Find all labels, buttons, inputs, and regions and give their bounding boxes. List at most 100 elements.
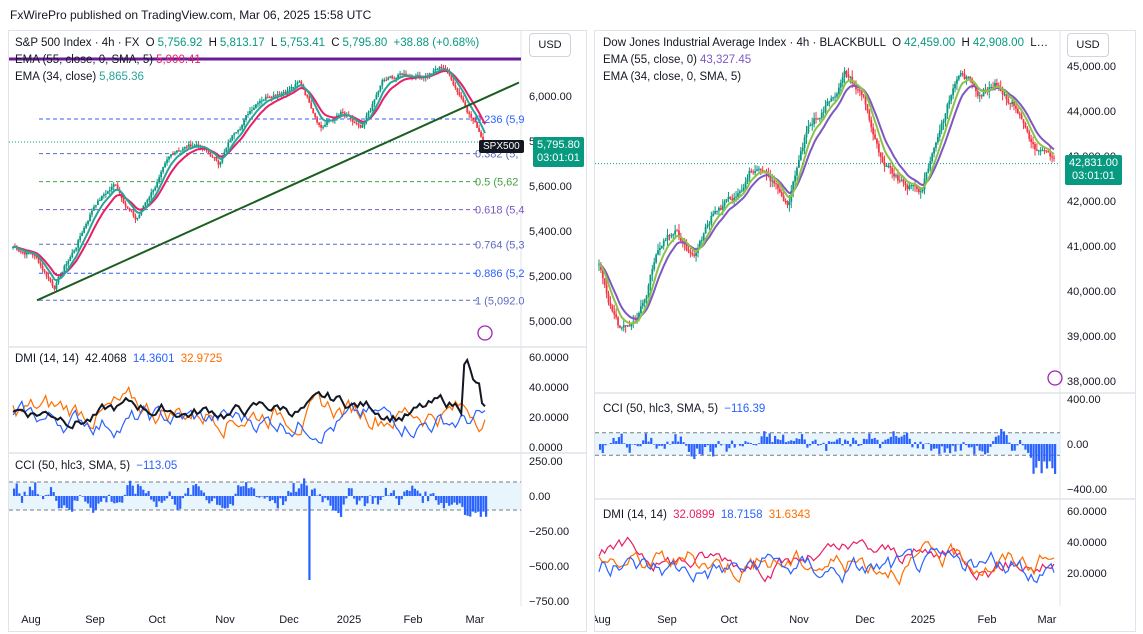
spx-cci-bar [413, 488, 417, 496]
dji-cci-bar [752, 444, 755, 445]
dji-candle [975, 86, 977, 92]
dji-cci-bar [1032, 444, 1035, 474]
dji-cci-bar [911, 444, 914, 448]
dji-cci-bar [962, 442, 965, 444]
dji-currency-button[interactable]: USD [1067, 33, 1109, 57]
dji-price-tick: 42,000.00 [1067, 196, 1116, 208]
dji-candle [919, 191, 922, 193]
spx-cci-bar [255, 496, 258, 498]
dji-candle [1024, 123, 1027, 128]
spx-dmi-adx-line [12, 357, 486, 430]
spx-cci-bar [165, 496, 169, 499]
spx-candle [144, 202, 147, 206]
spx-cci-bar [397, 496, 401, 506]
spx-candle [93, 206, 95, 211]
spx-cci-bar [266, 496, 269, 498]
spx-close: 5,795.80 [342, 37, 388, 49]
dji-cci-bar [992, 441, 995, 444]
spx-cci-bar [445, 496, 448, 504]
dji-cci-bar [903, 434, 906, 444]
dji-price-tick: 38,000.00 [1067, 376, 1116, 388]
spx-cci-bar [450, 496, 453, 505]
spx-legend-main: S&P 500 Index · 4h · FX O 5,756.92 H 5,813… [15, 37, 480, 49]
dji-cci-bar [663, 444, 666, 449]
dji-cci-bar [1045, 444, 1049, 469]
dji-candle [896, 175, 899, 181]
spx-candle [322, 126, 324, 128]
dji-candle [917, 188, 920, 193]
spx-cci-bar [366, 496, 369, 504]
dji-candle [836, 93, 838, 97]
spx-cci-bar [226, 496, 229, 508]
dji-cci-bar [704, 444, 707, 448]
dji-cci-bar [1005, 435, 1008, 444]
dji-candle [609, 302, 612, 306]
dji-cci-bar [784, 442, 787, 444]
dji-cci-bar [900, 436, 903, 444]
dji-candle [876, 138, 878, 144]
dji-candle [881, 156, 884, 163]
dji-chart-svg[interactable]: 45,000.0044,000.0043,000.0042,000.0041,0… [595, 31, 1135, 631]
dji-cci-bar [1051, 444, 1054, 469]
dji-cci-bar [989, 444, 992, 447]
dji-dmi-tick: 20.0000 [1067, 568, 1107, 580]
dji-candle [967, 76, 970, 78]
spx-cci-tick: −250.00 [529, 526, 569, 538]
dji-candle [811, 124, 814, 126]
spx-cci-bar [382, 496, 385, 497]
spx-candle [98, 199, 101, 201]
dji-candle [706, 224, 709, 227]
spx-candle [176, 150, 178, 153]
dji-candle [735, 196, 737, 198]
spx-candle [247, 113, 249, 116]
spx-candle [478, 127, 480, 132]
spx-candle [440, 66, 443, 68]
spx-candle [460, 95, 463, 98]
dji-candle [828, 101, 831, 103]
spx-cci-bar [411, 485, 414, 496]
spx-cci-bar [139, 486, 142, 496]
dji-candle [946, 104, 949, 114]
spx-cci-bar [469, 496, 472, 517]
dji-cci-bar [763, 431, 766, 444]
dji-chart-panel[interactable]: 45,000.0044,000.0043,000.0042,000.0041,0… [594, 30, 1136, 632]
dji-cci-bar [739, 444, 742, 446]
dji-candle [906, 184, 909, 189]
dji-candle [853, 83, 856, 85]
dji-candle [638, 312, 640, 319]
spx-candle [217, 160, 220, 165]
spx-candle [51, 281, 54, 286]
dji-cci-bar [725, 444, 728, 452]
spx-cci-bar [68, 496, 71, 510]
spx-cci-bar [234, 493, 237, 496]
spx-candle [361, 125, 364, 128]
dji-candle [950, 95, 953, 101]
dji-candle [995, 82, 998, 86]
spx-chart-svg[interactable]: 6,000.005,800.005,600.005,400.005,200.00… [9, 31, 586, 631]
spx-candle [255, 104, 257, 108]
dji-candle [826, 101, 829, 106]
spx-candle [154, 187, 157, 191]
spx-candle [189, 144, 192, 147]
spx-cci-bar [295, 491, 298, 496]
spx-currency-button[interactable]: USD [529, 33, 571, 57]
spx-candle [294, 84, 297, 88]
dji-candle [1039, 150, 1042, 152]
dji-cci-bar [879, 444, 882, 449]
spx-candle [375, 94, 378, 100]
dji-price-tick: 44,000.00 [1067, 106, 1116, 118]
dji-candle [817, 118, 819, 120]
dji-time-tick: Oct [720, 614, 737, 626]
dji-candle [839, 82, 842, 88]
dji-cci-bar [706, 444, 709, 446]
spx-candle [480, 131, 482, 137]
dji-cci-bar [792, 440, 796, 444]
spx-candle [211, 156, 214, 158]
dji-lightning-icon [1047, 370, 1063, 386]
spx-dmi-tick: 40.0000 [529, 382, 569, 394]
dji-candle [1015, 105, 1017, 109]
dji-cci-bar [612, 437, 615, 444]
spx-chart-panel[interactable]: 6,000.005,800.005,600.005,400.005,200.00… [8, 30, 587, 632]
spx-candle [357, 124, 360, 126]
dji-cci-bar [922, 444, 925, 450]
